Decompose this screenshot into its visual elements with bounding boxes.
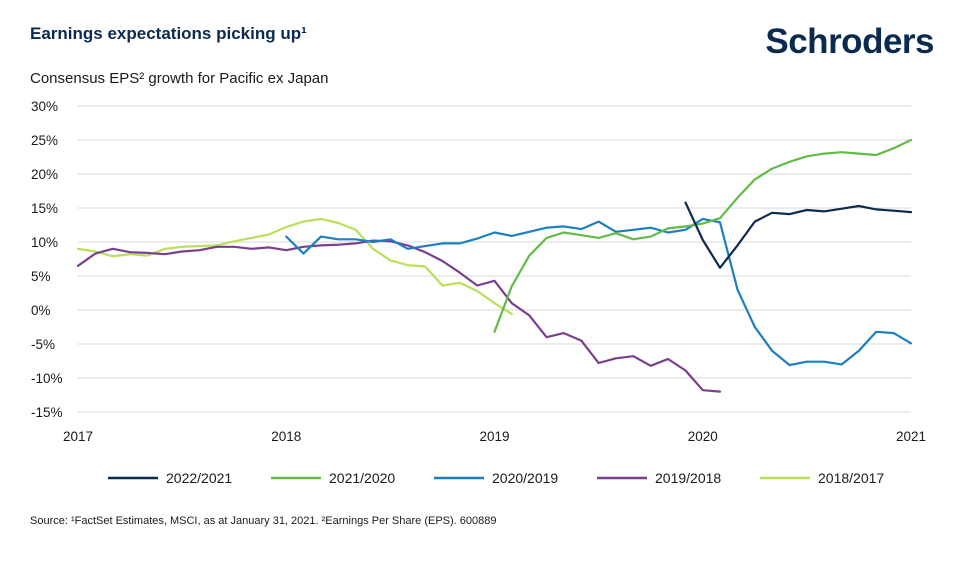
y-tick-label: 0% bbox=[31, 303, 51, 318]
y-tick-label: 15% bbox=[31, 201, 58, 216]
y-axis-ticks: 30% 25% 20% 15% 10% 5% 0% -5% -10% -15% bbox=[31, 99, 63, 420]
y-tick-label: -10% bbox=[31, 371, 63, 386]
y-tick-label: 10% bbox=[31, 235, 58, 250]
legend-label: 2022/2021 bbox=[166, 470, 232, 486]
legend-label: 2020/2019 bbox=[492, 470, 558, 486]
legend-label: 2019/2018 bbox=[655, 470, 721, 486]
series-lines bbox=[76, 138, 913, 393]
legend-label: 2018/2017 bbox=[818, 470, 884, 486]
series-line-2022-2021 bbox=[684, 201, 913, 269]
x-tick-label: 2018 bbox=[271, 429, 301, 444]
legend: 2022/2021 2021/2020 2020/2019 2019/2018 2018… bbox=[108, 470, 884, 486]
series-line-2020-2019 bbox=[285, 217, 913, 367]
x-tick-label: 2020 bbox=[688, 429, 718, 444]
x-tick-label: 2017 bbox=[63, 429, 93, 444]
series-line-2021-2020 bbox=[493, 138, 913, 333]
y-tick-label: 30% bbox=[31, 99, 58, 114]
x-axis-ticks: 2017 2018 2019 2020 2021 bbox=[63, 429, 926, 444]
chart-title: Earnings expectations picking up¹ bbox=[30, 24, 307, 43]
source-note: Source: ¹FactSet Estimates, MSCI, as at … bbox=[30, 515, 497, 527]
series-line-2018-2017 bbox=[76, 217, 513, 316]
x-tick-label: 2019 bbox=[479, 429, 509, 444]
y-tick-label: 5% bbox=[31, 269, 51, 284]
legend-label: 2021/2020 bbox=[329, 470, 395, 486]
y-tick-label: 20% bbox=[31, 167, 58, 182]
y-tick-label: 25% bbox=[31, 133, 58, 148]
chart-subtitle: Consensus EPS² growth for Pacific ex Jap… bbox=[30, 70, 329, 87]
gridlines bbox=[78, 105, 911, 413]
y-tick-label: -15% bbox=[31, 405, 63, 420]
schroders-logo: Schroders bbox=[765, 22, 934, 61]
x-tick-label: 2021 bbox=[896, 429, 926, 444]
y-tick-label: -5% bbox=[31, 337, 55, 352]
